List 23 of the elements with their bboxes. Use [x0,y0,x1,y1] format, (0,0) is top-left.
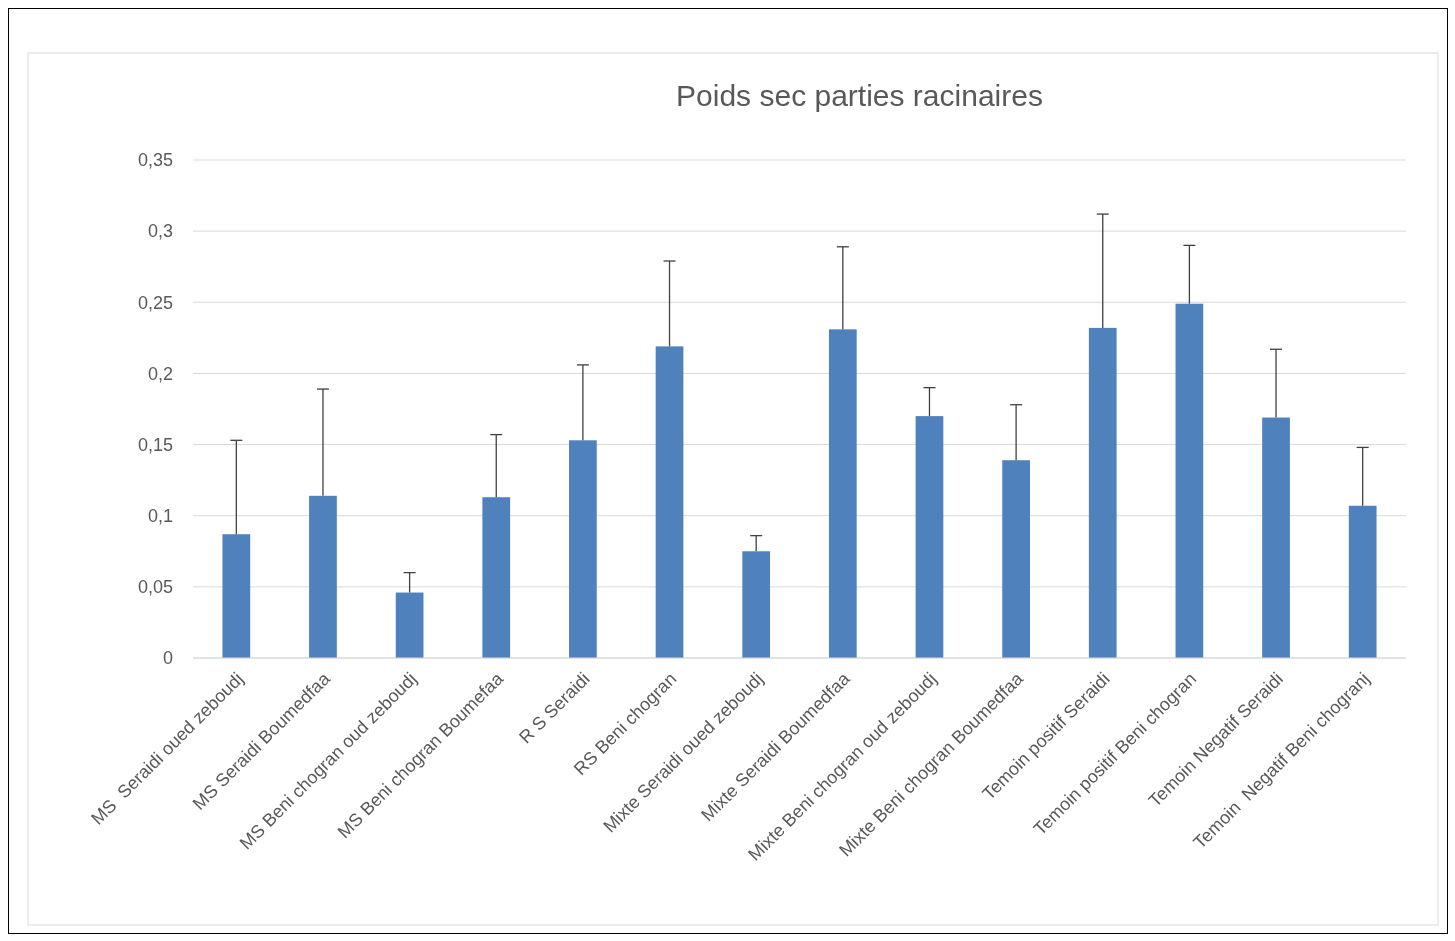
y-tick-label: 0,35 [137,150,173,171]
y-tick-label: 0,15 [137,434,173,455]
bar [395,592,424,658]
y-tick-label: 0 [162,648,173,669]
y-tick-label: 0,1 [147,506,173,527]
bar [569,440,597,658]
bar [1175,303,1204,658]
y-tick-label: 0,3 [147,221,173,242]
bar [1262,417,1290,658]
y-tick-label: 0,05 [137,577,173,598]
chart-title: Poids sec parties racinaires [676,79,1043,112]
bar [742,551,771,658]
y-tick-label: 0,25 [137,292,173,313]
bar [655,346,684,658]
bar [222,534,251,658]
bar [482,497,511,658]
bar [1088,327,1117,658]
bar [309,495,337,658]
bar [1002,460,1030,658]
y-tick-label: 0,2 [147,363,173,384]
bar [915,416,944,658]
bar [1348,505,1377,658]
bar [828,329,857,658]
